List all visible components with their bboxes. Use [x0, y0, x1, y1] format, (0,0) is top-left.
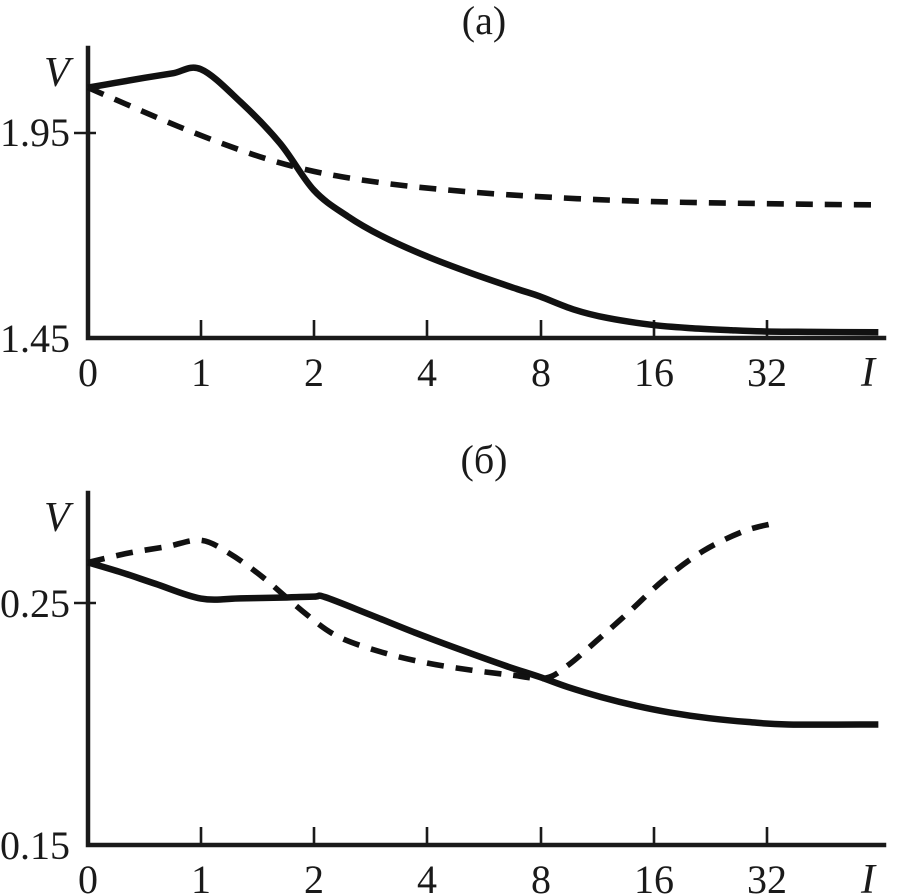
panel-a-xlabel-16: 16: [634, 350, 674, 395]
panel-a-xlabel-0: 0: [78, 350, 98, 395]
panel-a-y-tick-labels: 1.95 1.45: [0, 110, 70, 361]
panel-b-xlabel-2: 2: [304, 857, 324, 896]
panel-b-title: (б): [461, 437, 508, 482]
panel-a-svg: (a) 0 1 2: [0, 0, 887, 396]
panel-b-xlabel-16: 16: [634, 857, 674, 896]
panel-a-y-axis-name: V: [44, 50, 74, 96]
panel-a-ylabel-195: 1.95: [0, 110, 70, 155]
panel-a-curves: [86, 64, 879, 336]
panel-b-xlabel-4: 4: [417, 857, 437, 896]
panel-b-x-tick-labels: 0 1 2 4 8 16 32: [78, 857, 787, 896]
panel-a-curve-solid: [87, 64, 879, 336]
panel-a-xlabel-4: 4: [417, 350, 437, 395]
panel-b-axes: [85, 490, 887, 848]
panel-a-xlabel-8: 8: [531, 350, 551, 395]
panel-b-xlabel-1: 1: [191, 857, 211, 896]
panel-b-xlabel-8: 8: [531, 857, 551, 896]
panel-a-xlabel-32: 32: [747, 350, 787, 395]
panel-b-axis-lines: [85, 490, 887, 848]
panel-a-curve-dashed: [86, 85, 879, 208]
panel-a-x-axis-name: I: [860, 350, 877, 396]
panel-a-x-tick-labels: 0 1 2 4 8 16 32: [78, 350, 787, 395]
panel-b-xlabel-0: 0: [78, 857, 98, 896]
panel-b-xlabel-32: 32: [747, 857, 787, 896]
panel-a-ylabel-145: 1.45: [0, 316, 70, 361]
panel-b-ylabel-025: 0.25: [0, 581, 70, 626]
panel-a-xlabel-2: 2: [304, 350, 324, 395]
panel-b-curve-solid: [87, 559, 879, 728]
chart-panel-a: (a) 0 1 2: [0, 0, 897, 430]
panel-b-x-axis-name: I: [860, 857, 877, 896]
chart-panel-b: (б) 0 1 2: [0, 430, 897, 896]
panel-a-title: (a): [462, 0, 506, 43]
panel-b-svg: (б) 0 1 2: [0, 437, 887, 896]
panel-b-ylabel-015: 0.15: [0, 823, 70, 868]
panel-a-xlabel-1: 1: [191, 350, 211, 395]
panel-b-y-axis-name: V: [44, 495, 74, 541]
panel-b-y-tick-labels: 0.25 0.15: [0, 581, 70, 868]
panel-b-curves: [87, 521, 879, 728]
panel-b-x-ticks: [86, 827, 769, 845]
panel-b-curve-dashed: [87, 521, 772, 682]
